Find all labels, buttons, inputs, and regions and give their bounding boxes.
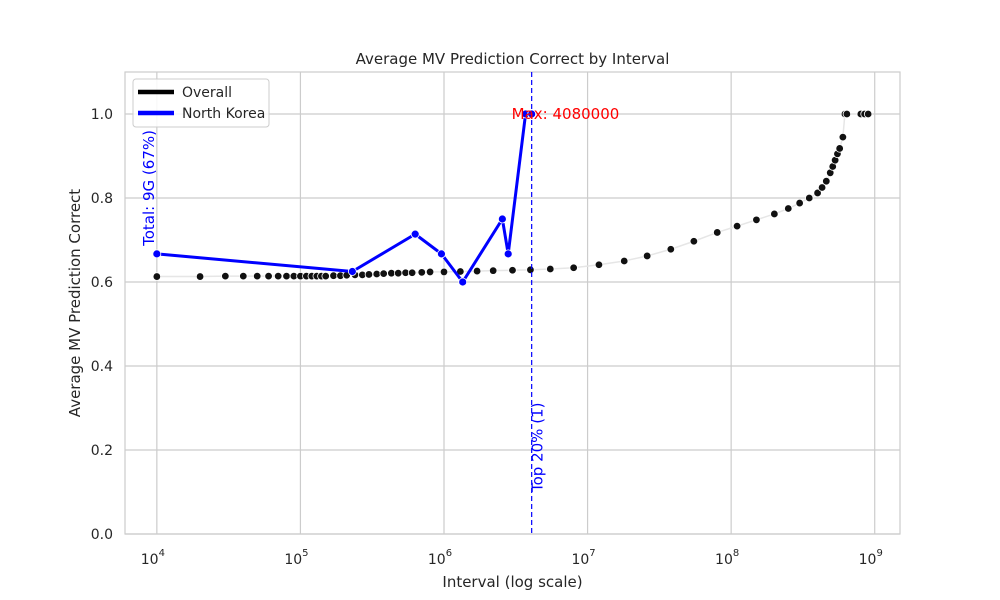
- overall-point: [784, 204, 793, 213]
- overall-point: [273, 271, 283, 281]
- overall-point: [439, 267, 449, 277]
- overall-point: [264, 271, 273, 281]
- x-tick-label: 109: [859, 548, 883, 568]
- axis-ticks: 0.0 0.2 0.4 0.6 0.8 1.0 104 105 106 107 108 109: [91, 107, 883, 568]
- overall-point: [594, 260, 604, 269]
- y-axis-title: Average MV Prediction Correct: [66, 189, 84, 417]
- overall-point: [472, 266, 482, 276]
- y-tick-label: 1.0: [91, 107, 113, 123]
- overall-point: [822, 176, 831, 186]
- x-axis-title: Interval (log scale): [442, 573, 582, 591]
- overall-point: [253, 271, 262, 281]
- series-layer: [152, 109, 873, 287]
- overall-point: [152, 272, 162, 281]
- overall-point: [488, 266, 498, 275]
- overall-point: [372, 269, 381, 279]
- overall-point: [770, 209, 779, 219]
- top-20-annotation: Top 20% (1): [529, 403, 547, 493]
- y-tick-label: 0.0: [91, 527, 113, 543]
- legend-label-north-korea: North Korea: [182, 106, 265, 122]
- annotations: Max: 4080000 Total: 9G (67%) Top 20% (1): [140, 72, 619, 534]
- overall-point: [713, 228, 722, 237]
- overall-point: [425, 267, 435, 277]
- max-annotation: Max: 4080000: [512, 105, 620, 123]
- overall-point: [642, 251, 652, 261]
- x-tick-label: 104: [141, 548, 165, 568]
- overall-point: [842, 109, 852, 119]
- x-tick-label: 105: [284, 548, 308, 568]
- y-tick-label: 0.6: [91, 275, 113, 291]
- overall-point: [546, 264, 555, 274]
- overall-point: [813, 188, 822, 198]
- overall-point: [195, 272, 205, 281]
- overall-point: [620, 256, 629, 266]
- overall-point: [282, 271, 291, 281]
- overall-point: [329, 271, 338, 280]
- north-korea-point: [437, 249, 446, 259]
- north-korea-point: [347, 267, 357, 276]
- north-korea-point: [152, 249, 162, 259]
- overall-point: [732, 221, 742, 231]
- overall-point: [795, 198, 804, 208]
- overall-point: [364, 270, 374, 279]
- legend-label-overall: Overall: [182, 85, 232, 101]
- overall-point: [417, 268, 426, 277]
- north-korea-point: [503, 249, 513, 259]
- overall-point: [569, 263, 578, 272]
- overall-point: [526, 265, 535, 275]
- overall-point: [689, 237, 699, 246]
- x-tick-label: 106: [428, 548, 452, 568]
- overall-point: [666, 245, 676, 254]
- overall-point: [407, 268, 417, 277]
- overall-point: [394, 268, 403, 278]
- y-tick-label: 0.2: [91, 443, 113, 459]
- x-tick-label: 107: [571, 548, 595, 568]
- north-korea-point: [497, 214, 507, 224]
- overall-point: [817, 183, 827, 192]
- overall-point: [221, 271, 230, 281]
- overall-point: [863, 109, 873, 119]
- total-annotation: Total: 9G (67%): [140, 130, 158, 247]
- north-korea-point: [410, 229, 420, 239]
- overall-point: [239, 271, 248, 281]
- plot-frame: [124, 71, 901, 535]
- grid: [125, 72, 900, 535]
- overall-point: [752, 215, 761, 225]
- overall-point: [321, 271, 330, 281]
- y-tick-label: 0.4: [91, 359, 113, 375]
- x-tick-label: 108: [715, 548, 739, 568]
- y-tick-label: 0.8: [91, 191, 113, 207]
- overall-point: [805, 193, 814, 203]
- north-korea-point: [458, 277, 468, 287]
- legend: Overall North Korea: [132, 78, 270, 128]
- overall-point: [838, 132, 848, 142]
- chart-title: Average MV Prediction Correct by Interva…: [356, 50, 670, 68]
- overall-point: [508, 266, 517, 275]
- overall-point: [379, 269, 388, 278]
- overall-point: [835, 144, 844, 153]
